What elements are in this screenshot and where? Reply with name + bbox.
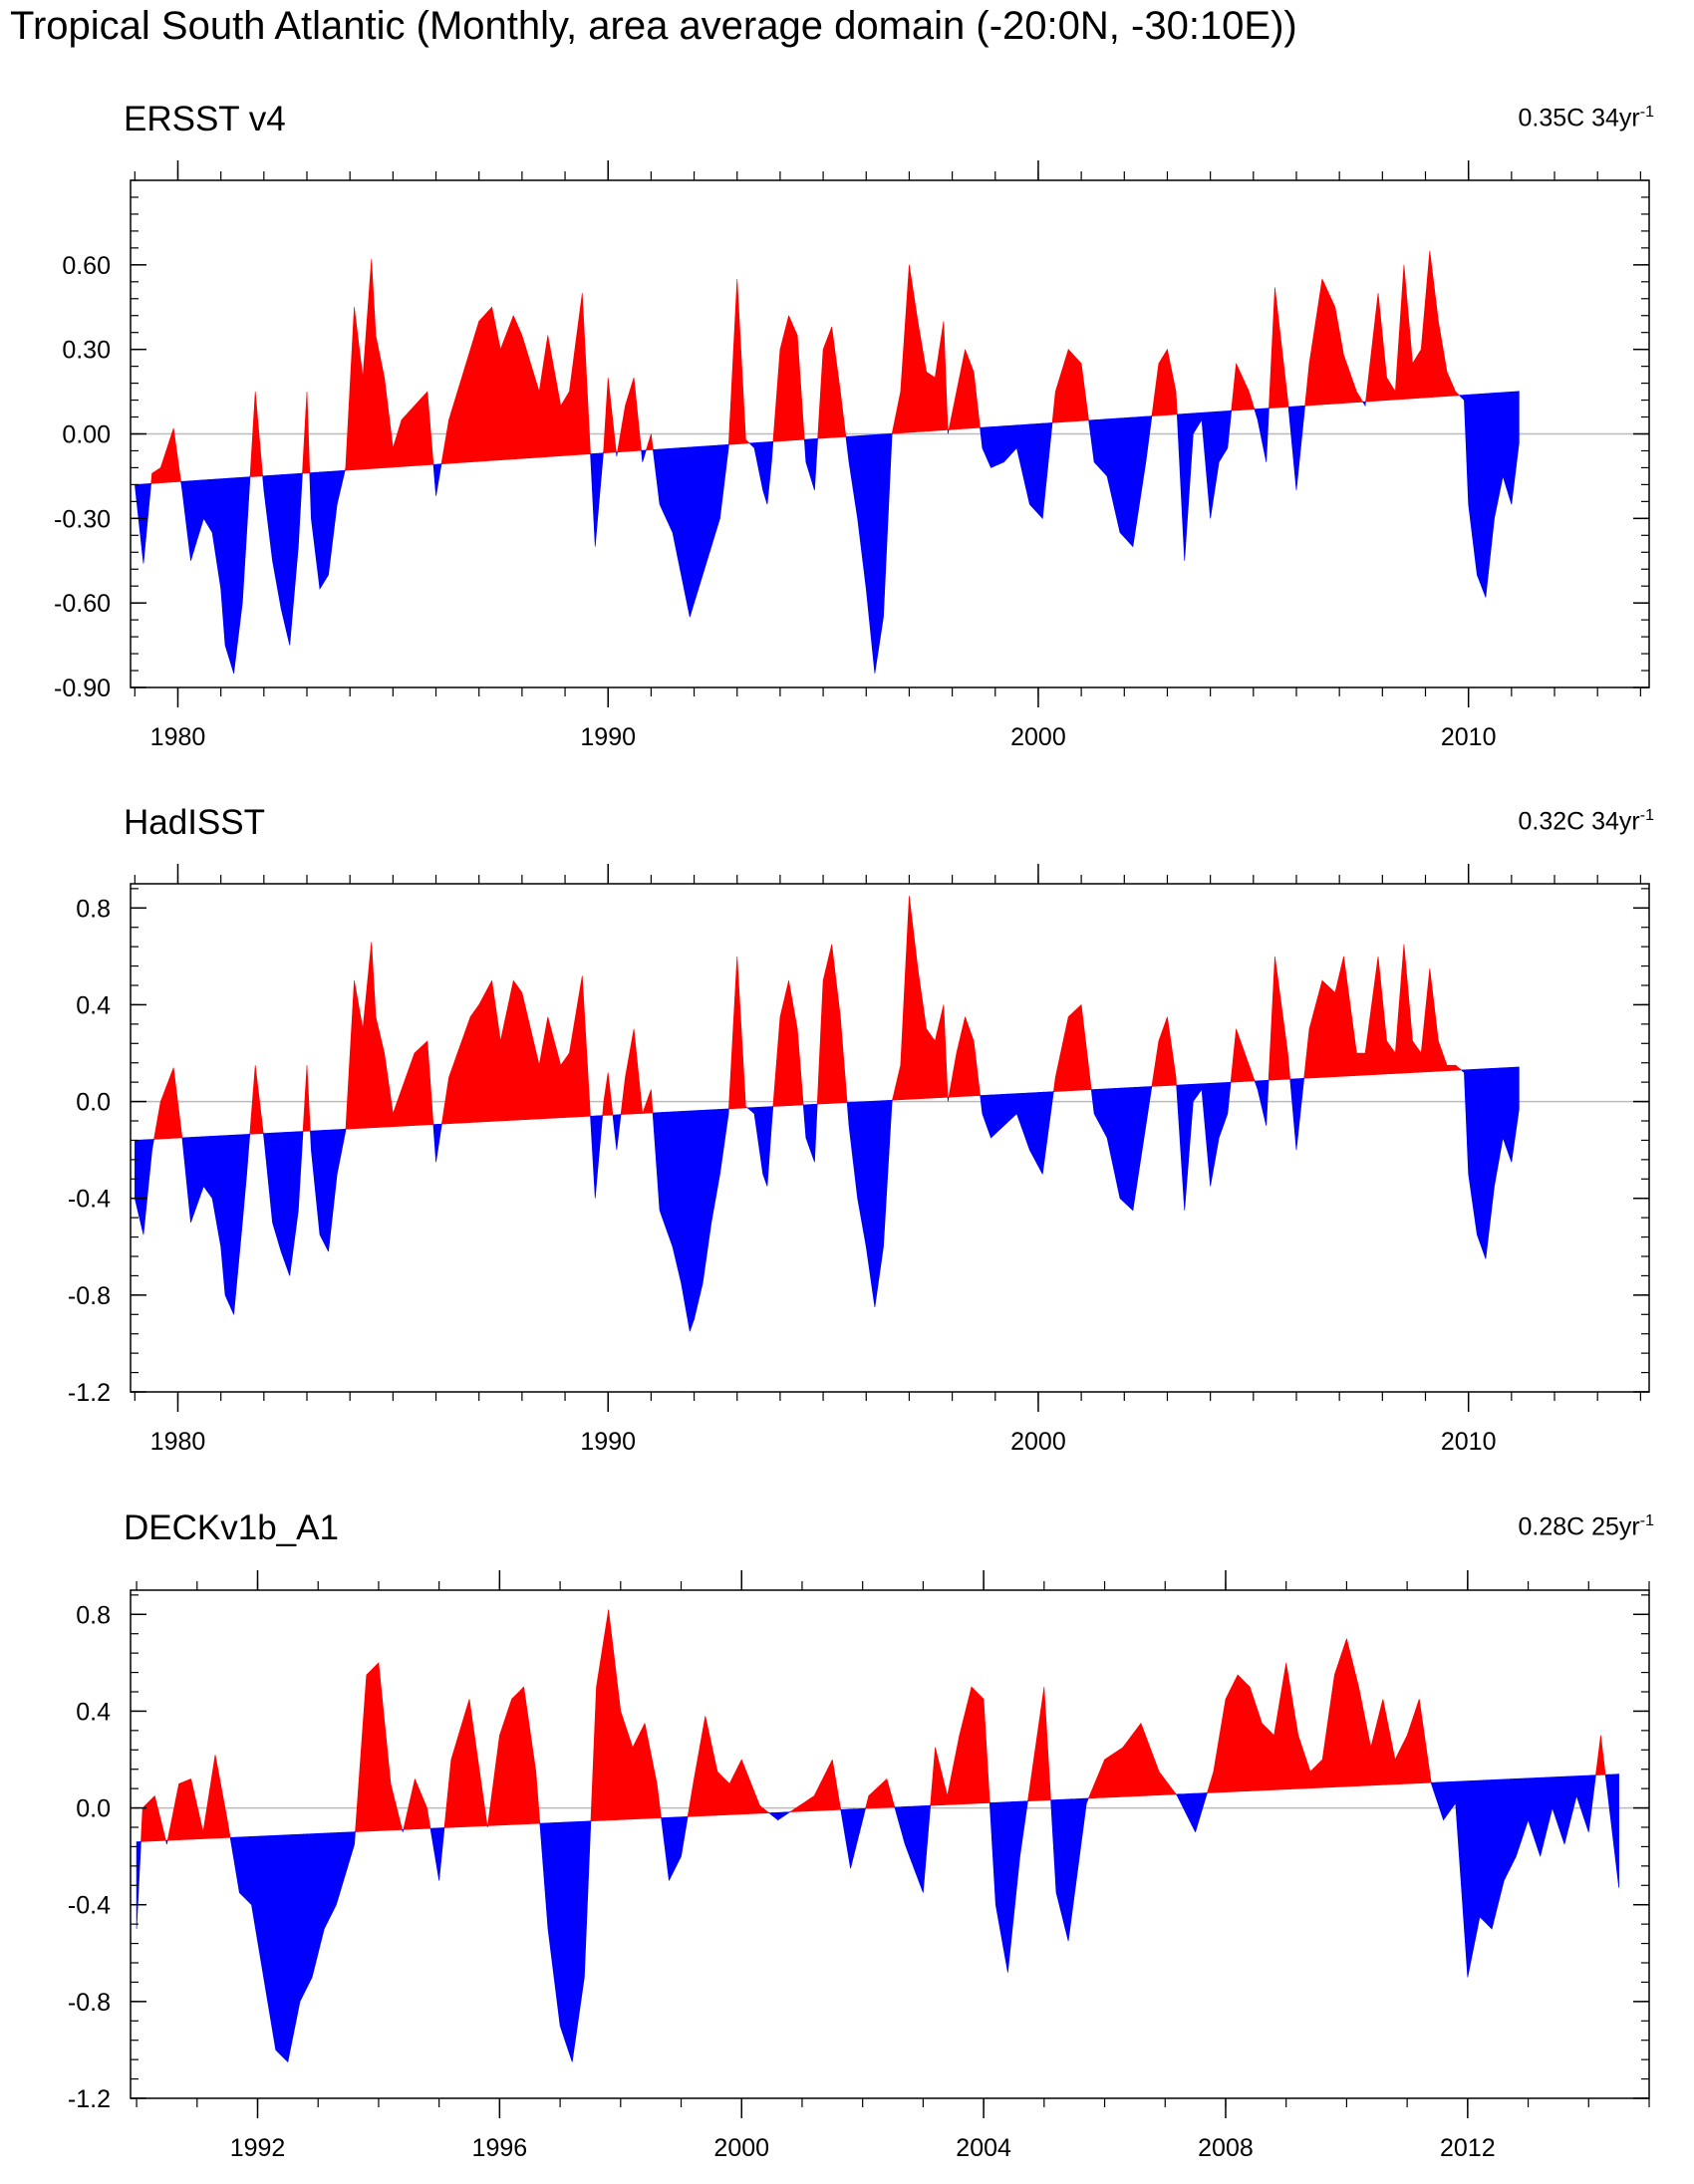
main-title: Tropical South Atlantic (Monthly, area a… [10,4,1297,48]
y-tick-label: 0.0 [76,1089,111,1117]
x-tick-label: 1980 [150,1428,206,1456]
x-tick-label: 2012 [1440,2134,1496,2162]
y-tick-label: -0.30 [54,505,111,533]
y-tick-label: 0.00 [62,421,111,449]
y-tick-label: 0.0 [76,1795,111,1823]
x-tick-label: 2000 [713,2134,769,2162]
y-tick-label: -0.60 [54,590,111,618]
x-tick-label: 2010 [1441,1428,1497,1456]
plot-frame [130,883,1650,1393]
panel-title-hadisst: HadISST [124,803,265,842]
trend-label-ersst: 0.35C 34yr-1 [1518,104,1654,133]
y-tick-label: -0.4 [68,1186,111,1214]
x-tick-label: 2000 [1010,1428,1066,1456]
y-tick-label: 0.4 [76,991,111,1019]
x-tick-label: 2000 [1010,723,1066,751]
negative-anomaly-area [136,1774,1619,2063]
x-tick-label: 2004 [956,2134,1011,2162]
negative-anomaly-area [135,1066,1520,1332]
x-tick-label: 1990 [580,1428,636,1456]
trend-label-deckv1b: 0.28C 25yr-1 [1518,1512,1654,1541]
y-tick-label: -0.8 [68,1282,111,1310]
x-tick-label: 2010 [1441,723,1497,751]
positive-anomaly-area [150,250,1461,484]
y-tick-label: -0.4 [68,1892,111,1920]
positive-anomaly-area [153,896,1463,1140]
y-tick-label: -1.2 [68,1379,111,1407]
chart-panel-1: 0.8 0.4 0.0 -0.4 -0.8 -1.2 1980 1990 2000 2010 [68,864,1650,1456]
panel-title-ersst: ERSST v4 [124,100,286,138]
y-tick-label: 0.4 [76,1698,111,1726]
y-tick-label: 0.8 [76,895,111,923]
plot-frame [130,1589,1650,2099]
x-tick-label: 1996 [472,2134,528,2162]
y-tick-label: -0.90 [54,675,111,702]
positive-anomaly-area [141,1609,1606,1842]
y-tick-label: 0.8 [76,1601,111,1629]
y-tick-label: -0.8 [68,1989,111,2017]
chart-panel-0: 0.60 0.30 0.00 -0.30 -0.60 -0.90 1980 1990 2000 2… [54,160,1650,751]
chart-panel-2: 0.8 0.4 0.0 -0.4 -0.8 -1.2 1992 1996 2000 2004 200… [68,1570,1650,2162]
y-tick-label: -1.2 [68,2085,111,2113]
x-tick-label: 1990 [580,723,636,751]
y-tick-label: 0.60 [62,252,111,280]
negative-anomaly-area [134,391,1520,674]
x-tick-label: 2008 [1198,2134,1254,2162]
panel-title-deckv1b: DECKv1b_A1 [124,1508,339,1547]
x-tick-label: 1980 [150,723,206,751]
trend-label-hadisst: 0.32C 34yr-1 [1518,807,1654,836]
y-tick-label: 0.30 [62,337,111,365]
x-tick-label: 1992 [230,2134,286,2162]
